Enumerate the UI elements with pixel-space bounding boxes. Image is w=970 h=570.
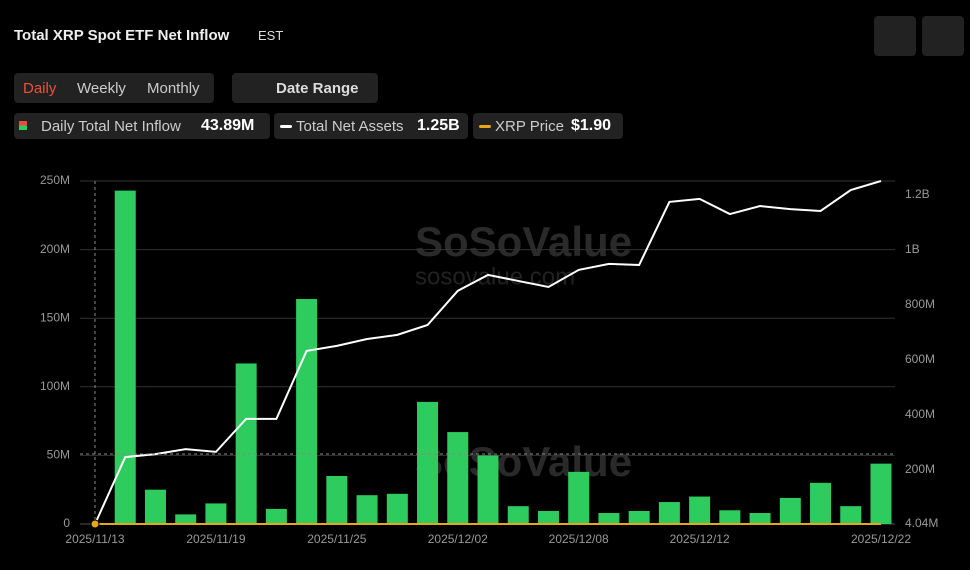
y2-tick-label: 1B	[905, 242, 920, 256]
y2-tick-label: 800M	[905, 297, 935, 311]
bar	[386, 493, 408, 524]
tab-group	[14, 73, 214, 103]
y2-tick-label: 400M	[905, 407, 935, 421]
legend-label: Daily Total Net Inflow	[41, 118, 181, 135]
hover-dot	[90, 519, 100, 529]
y-tick-label: 250M	[40, 173, 70, 187]
y2-tick-label: 200M	[905, 462, 935, 476]
legend-label: XRP Price	[495, 118, 564, 135]
bar	[810, 482, 832, 524]
bar	[417, 401, 439, 524]
y2-tick-label: 1.2B	[905, 187, 930, 201]
watermark: SoSoValue	[415, 218, 632, 265]
bar	[719, 510, 741, 524]
legend-item[interactable]	[14, 113, 270, 139]
line	[94, 180, 882, 525]
bar	[356, 495, 378, 524]
tab[interactable]: Daily	[23, 80, 57, 97]
legend-item[interactable]	[473, 113, 623, 139]
legend-item[interactable]	[274, 113, 468, 139]
bar	[658, 502, 680, 524]
bar	[265, 508, 287, 524]
bar	[628, 510, 650, 524]
y-tick-label: 200M	[40, 242, 70, 256]
bar	[296, 298, 318, 524]
bar	[870, 463, 892, 524]
bar	[326, 475, 348, 524]
x-tick-label: 2025/12/08	[549, 532, 609, 546]
x-tick-label: 2025/12/02	[428, 532, 488, 546]
bar	[568, 471, 590, 524]
bar	[779, 497, 801, 524]
fullscreen-button[interactable]	[874, 16, 916, 56]
bar	[114, 190, 136, 524]
date-range-button[interactable]	[232, 73, 378, 103]
y2-tick-label: 4.04M	[905, 516, 938, 530]
bar	[447, 432, 469, 524]
x-tick-label: 2025/11/19	[186, 532, 245, 546]
legend-swatch	[280, 125, 292, 128]
x-tick-label: 2025/12/22	[851, 532, 911, 546]
bar	[840, 506, 862, 524]
legend-label: Total Net Assets	[296, 118, 404, 135]
bar	[749, 513, 771, 524]
bar	[235, 363, 257, 524]
x-tick-label: 2025/11/25	[307, 532, 366, 546]
y-tick-label: 50M	[47, 448, 70, 462]
bar	[175, 514, 197, 524]
bar	[144, 489, 166, 524]
bar	[598, 513, 620, 524]
x-tick-label: 2025/12/12	[670, 532, 730, 546]
legend-swatch	[19, 121, 27, 130]
tab[interactable]: Weekly	[77, 80, 126, 97]
y-tick-label: 0	[63, 516, 70, 530]
title: Total XRP Spot ETF Net Inflow	[14, 27, 230, 44]
share-button[interactable]	[922, 16, 964, 56]
x-tick-label: 2025/11/13	[65, 532, 124, 546]
legend-value: 1.25B	[417, 117, 460, 134]
bar	[537, 510, 559, 524]
y-tick-label: 100M	[40, 379, 70, 393]
bar	[507, 506, 529, 524]
tab[interactable]: Monthly	[147, 80, 200, 97]
y2-tick-label: 600M	[905, 352, 935, 366]
bar	[205, 503, 227, 524]
legend-value: $1.90	[571, 117, 612, 134]
bar	[689, 496, 711, 524]
timezone[interactable]: EST	[258, 28, 284, 43]
y-tick-label: 150M	[40, 310, 70, 324]
legend-value: 43.89M	[201, 117, 255, 134]
legend-swatch	[479, 125, 491, 128]
date-range: Date Range	[276, 80, 359, 97]
bar	[477, 455, 499, 524]
